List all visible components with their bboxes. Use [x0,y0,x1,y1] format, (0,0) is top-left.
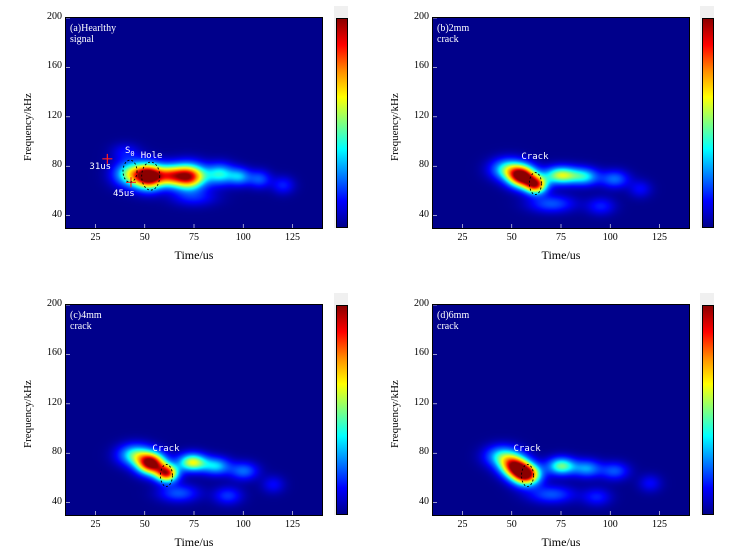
heatmap-plot-area [433,305,689,515]
heatmap-image [433,305,689,515]
x-tick-label: 25 [90,232,101,243]
colorbar [702,18,714,228]
crack-region-outline [159,464,173,487]
x-tick-label: 100 [602,232,618,243]
time-45us-label: 45us [113,188,135,199]
colorbar [336,18,348,228]
y-axis-label: Frequency/kHz [389,93,401,161]
x-tick-label: 100 [235,519,251,530]
x-tick-label: 25 [457,232,468,243]
time-31us-label: 31us [89,162,112,173]
x-tick-label: 125 [651,232,667,243]
x-tick-label: 50 [139,232,150,243]
marker-31us [102,153,113,164]
colorbar [702,305,714,515]
heatmap-image [66,18,322,228]
x-tick-label: 50 [506,232,517,243]
y-tick-label: 40 [52,495,62,507]
y-tick-label: 40 [52,208,62,220]
panel-title: (c)4mm crack [70,310,102,332]
y-tick-label: 120 [414,109,429,121]
y-tick-label: 120 [47,396,62,408]
colorbar [336,305,348,515]
s0-region-outline [122,159,138,183]
heatmap-plot-area [433,18,689,228]
y-tick-label: 160 [47,347,62,359]
hole-region-outline [141,161,161,191]
x-axis-label: Time/us [541,248,581,262]
x-tick-label: 125 [651,519,667,530]
y-tick-label: 160 [414,60,429,72]
y-axis-label: Frequency/kHz [389,380,401,448]
y-tick-label: 40 [419,208,429,220]
crack-label: Crack [152,443,180,454]
annotation-overlay [433,305,660,515]
x-axis-label: Time/us [174,248,214,262]
panel-title: (d)6mm crack [437,310,470,332]
s0-label: S0 [125,145,135,158]
heatmap-image [433,18,689,228]
x-tick-label: 125 [284,232,300,243]
heatmap-plot-area [66,18,322,228]
x-tick-label: 100 [235,232,251,243]
y-axis-label: Frequency/kHz [22,93,34,161]
heatmap-image [66,305,322,515]
s0-subscript: 0 [130,149,135,158]
x-tick-label: 100 [602,519,618,530]
y-tick-label: 160 [414,347,429,359]
y-tick-label: 80 [419,159,429,171]
y-tick-label: 40 [419,495,429,507]
y-tick-label: 200 [414,298,429,309]
crack-region-outline [528,172,542,195]
x-tick-label: 25 [90,519,101,530]
annotation-overlay [66,18,293,228]
y-tick-label: 120 [47,109,62,121]
panel-title: (a)Hearlthy signal [70,23,117,45]
x-tick-label: 75 [189,519,199,530]
x-tick-label: 25 [457,519,468,530]
y-tick-label: 120 [414,396,429,408]
y-tick-label: 80 [419,446,429,458]
y-tick-label: 80 [52,446,62,458]
y-tick-label: 80 [52,159,62,171]
heatmap-plot-area [66,305,322,515]
x-tick-label: 75 [556,519,566,530]
crack-label: Crack [513,443,541,454]
x-tick-label: 125 [284,519,300,530]
y-tick-label: 200 [47,11,62,22]
x-tick-label: 75 [556,232,566,243]
x-tick-label: 50 [139,519,150,530]
panel-title: (b)2mm crack [437,23,470,45]
y-tick-label: 160 [47,60,62,72]
crack-label: Crack [521,151,549,162]
x-tick-label: 50 [506,519,517,530]
x-tick-label: 75 [189,232,199,243]
y-axis-label: Frequency/kHz [22,380,34,448]
crack-region-outline [521,464,534,487]
annotation-overlay [433,18,660,228]
x-axis-label: Time/us [541,535,581,549]
y-tick-label: 200 [414,11,429,22]
y-tick-label: 200 [47,298,62,309]
annotation-overlay [66,305,293,515]
x-axis-label: Time/us [174,535,214,549]
hole-label: Hole [140,151,163,162]
